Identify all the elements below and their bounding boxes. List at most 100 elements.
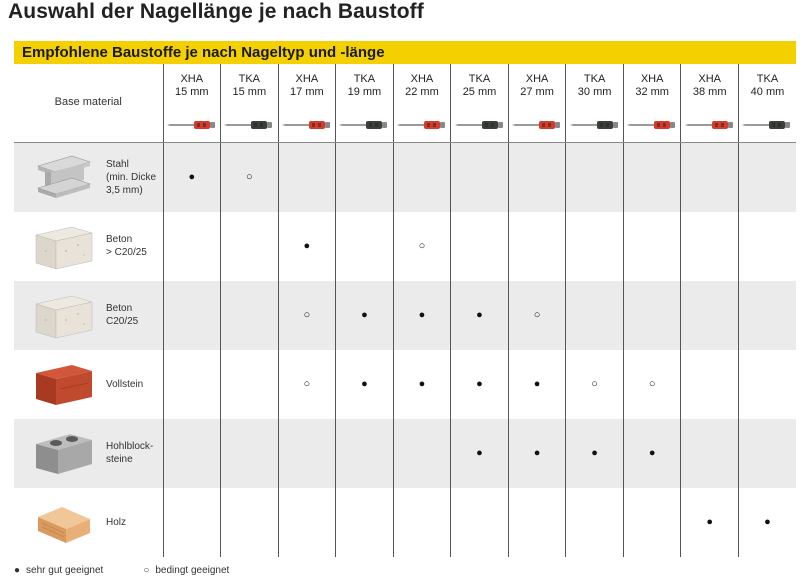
wood-block-icon [38, 507, 90, 543]
nail-type: XHA [180, 73, 204, 85]
concrete-block-icon [35, 295, 93, 339]
rating-conditional: ○ [277, 349, 336, 419]
solid-brick-icon [36, 365, 92, 405]
rating-empty [622, 142, 681, 212]
material-name: Vollstein [106, 378, 144, 390]
nail-column-header: TKA 15 mm [220, 64, 279, 143]
nail-length: 38 mm [692, 86, 727, 98]
xha-nail-icon [166, 121, 215, 129]
table-row: Stahl (min. Dicke 3,5 mm) ● ○ [14, 142, 797, 212]
rating-empty [450, 487, 509, 557]
nail-column-header: XHA 17 mm [277, 64, 336, 143]
xha-nail-icon [684, 121, 733, 129]
table-row: Vollstein ○ ● ● ● ● ○ ○ [14, 349, 797, 419]
rating-empty [507, 487, 566, 557]
rating-empty [220, 211, 279, 281]
nail-label: XHA 15 mm [164, 64, 221, 99]
tka-nail-icon [224, 121, 273, 129]
rating-empty [162, 280, 221, 350]
rating-good: ● [680, 487, 739, 557]
nail-column-header: TKA 40 mm [737, 64, 797, 143]
rating-empty [450, 211, 509, 281]
rating-good: ● [507, 418, 566, 488]
nail-label: XHA 32 mm [624, 64, 681, 99]
nail-type: XHA [410, 73, 434, 85]
rating-empty [680, 418, 739, 488]
legend-conditional: ○ bedingt geeignet [143, 565, 229, 576]
nail-column-header: TKA 30 mm [565, 64, 624, 143]
table-row: Holz ● ● [14, 487, 797, 557]
rating-good: ● [450, 280, 509, 350]
rating-empty [737, 142, 797, 212]
tka-nail-icon [339, 121, 388, 129]
nail-label: TKA 19 mm [336, 64, 393, 99]
xha-nail-icon [281, 121, 330, 129]
rating-empty [277, 418, 336, 488]
rating-good: ● [450, 349, 509, 419]
rating-empty [565, 211, 624, 281]
xha-nail-icon [512, 121, 561, 129]
rating-empty [335, 418, 394, 488]
nail-label: XHA 38 mm [681, 64, 738, 99]
nail-type: XHA [525, 73, 549, 85]
legend: ● sehr gut geeignet ○ bedingt geeignet [14, 565, 229, 576]
nail-label: TKA 40 mm [739, 64, 796, 99]
rating-empty [220, 280, 279, 350]
tka-nail-icon [742, 121, 791, 129]
xha-nail-icon [396, 121, 445, 129]
material-name: Holz [106, 516, 127, 528]
rating-empty [162, 349, 221, 419]
rating-empty [220, 418, 279, 488]
nail-length: 15 mm [232, 86, 267, 98]
rating-good: ● [450, 418, 509, 488]
rating-empty [220, 349, 279, 419]
steel-beam-icon [36, 155, 92, 198]
material-cell: Beton C20/25 [14, 280, 163, 350]
rating-empty [622, 487, 681, 557]
nail-label: XHA 22 mm [394, 64, 451, 99]
rating-empty [565, 487, 624, 557]
nail-column-header: XHA 15 mm [162, 64, 221, 143]
rating-empty [335, 487, 394, 557]
rating-empty [162, 211, 221, 281]
nail-type: XHA [640, 73, 664, 85]
xha-nail-icon [627, 121, 676, 129]
nail-type: XHA [698, 73, 721, 85]
concrete-block-icon [35, 226, 93, 270]
rating-conditional: ○ [220, 142, 279, 212]
hollow-block-icon [36, 434, 92, 474]
rating-empty [680, 142, 739, 212]
rating-empty [622, 280, 681, 350]
rating-empty [162, 418, 221, 488]
page-title: Auswahl der Nagellänge je nach Baustoff [8, 0, 424, 23]
material-cell: Beton > C20/25 [14, 212, 163, 281]
rating-empty [392, 418, 451, 488]
rating-empty [622, 211, 681, 281]
nail-column-header: XHA 32 mm [622, 64, 681, 143]
nail-length: 30 mm [577, 86, 612, 98]
rating-good: ● [565, 418, 624, 488]
legend-conditional-label: bedingt geeignet [155, 565, 230, 576]
nail-type: TKA [353, 73, 376, 85]
rating-empty [737, 349, 797, 419]
tka-nail-icon [454, 121, 503, 129]
nail-label: TKA 25 mm [451, 64, 508, 99]
rating-empty [450, 142, 509, 212]
rating-empty [335, 142, 394, 212]
rating-empty [392, 142, 451, 212]
filled-dot-icon: ● [14, 565, 21, 576]
nail-label: TKA 15 mm [221, 64, 278, 99]
nail-column-header: XHA 27 mm [507, 64, 566, 143]
table-row: Beton C20/25 ○ ● ● ● ○ [14, 280, 797, 350]
nail-length: 40 mm [750, 86, 785, 98]
rating-empty [680, 349, 739, 419]
nail-column-header: XHA 22 mm [392, 64, 451, 143]
material-name: Beton C20/25 [106, 303, 139, 327]
rating-conditional: ○ [565, 349, 624, 419]
nail-column-header: XHA 38 mm [680, 64, 739, 143]
nail-column-header: TKA 25 mm [450, 64, 509, 143]
nail-material-table: Base material XHA 15 mm TKA 15 mm XHA 17 mm TK… [14, 64, 797, 557]
nail-label: TKA 30 mm [566, 64, 623, 99]
nail-type: TKA [238, 73, 261, 85]
nail-label: XHA 17 mm [279, 64, 336, 99]
